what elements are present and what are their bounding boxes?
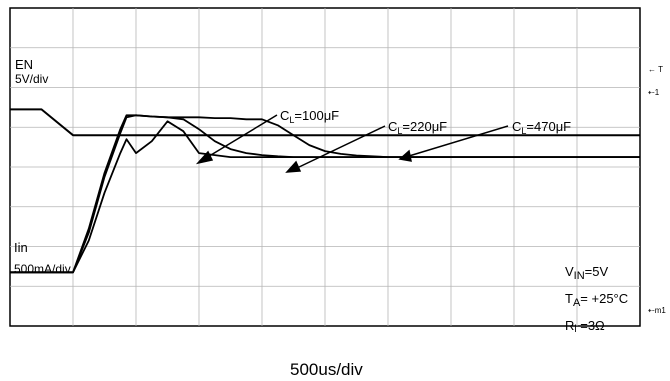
en-scale-label: 5V/div — [15, 72, 48, 86]
cl220-label: CL=220μF — [388, 119, 447, 136]
cl470-label: CL=470μF — [512, 119, 571, 136]
arrow-cl220 — [296, 125, 386, 169]
condition-vin: VIN=5V — [565, 264, 608, 282]
arrowhead-cl470 — [398, 149, 412, 162]
arrowhead-cl100 — [195, 150, 214, 165]
annotation-arrows — [195, 114, 509, 173]
trace-iin-cl-470-f — [10, 114, 640, 274]
arrowhead-cl220 — [285, 160, 302, 173]
en-label: EN — [15, 57, 33, 72]
traces — [10, 108, 640, 274]
arrow-cl470 — [408, 125, 509, 157]
math-marker-icon: ⇠m1 — [648, 306, 666, 315]
arrow-cl100 — [205, 114, 278, 159]
grid — [10, 8, 640, 326]
cl100-label: CL=100μF — [280, 108, 339, 125]
trace-en — [10, 108, 640, 137]
condition-rl: Rl =3Ω — [565, 318, 605, 335]
iin-scale-label: 500mA/div — [14, 262, 71, 276]
condition-ta: TA= +25°C — [565, 291, 628, 309]
x-scale-label: 500us/div — [290, 360, 363, 379]
iin-label: Iin — [14, 240, 28, 255]
channel-markers: ← T ⇠1 ⇠m1 — [648, 65, 666, 315]
channel1-marker-icon: ⇠1 — [648, 88, 660, 97]
trigger-marker-icon: ← T — [648, 65, 663, 74]
